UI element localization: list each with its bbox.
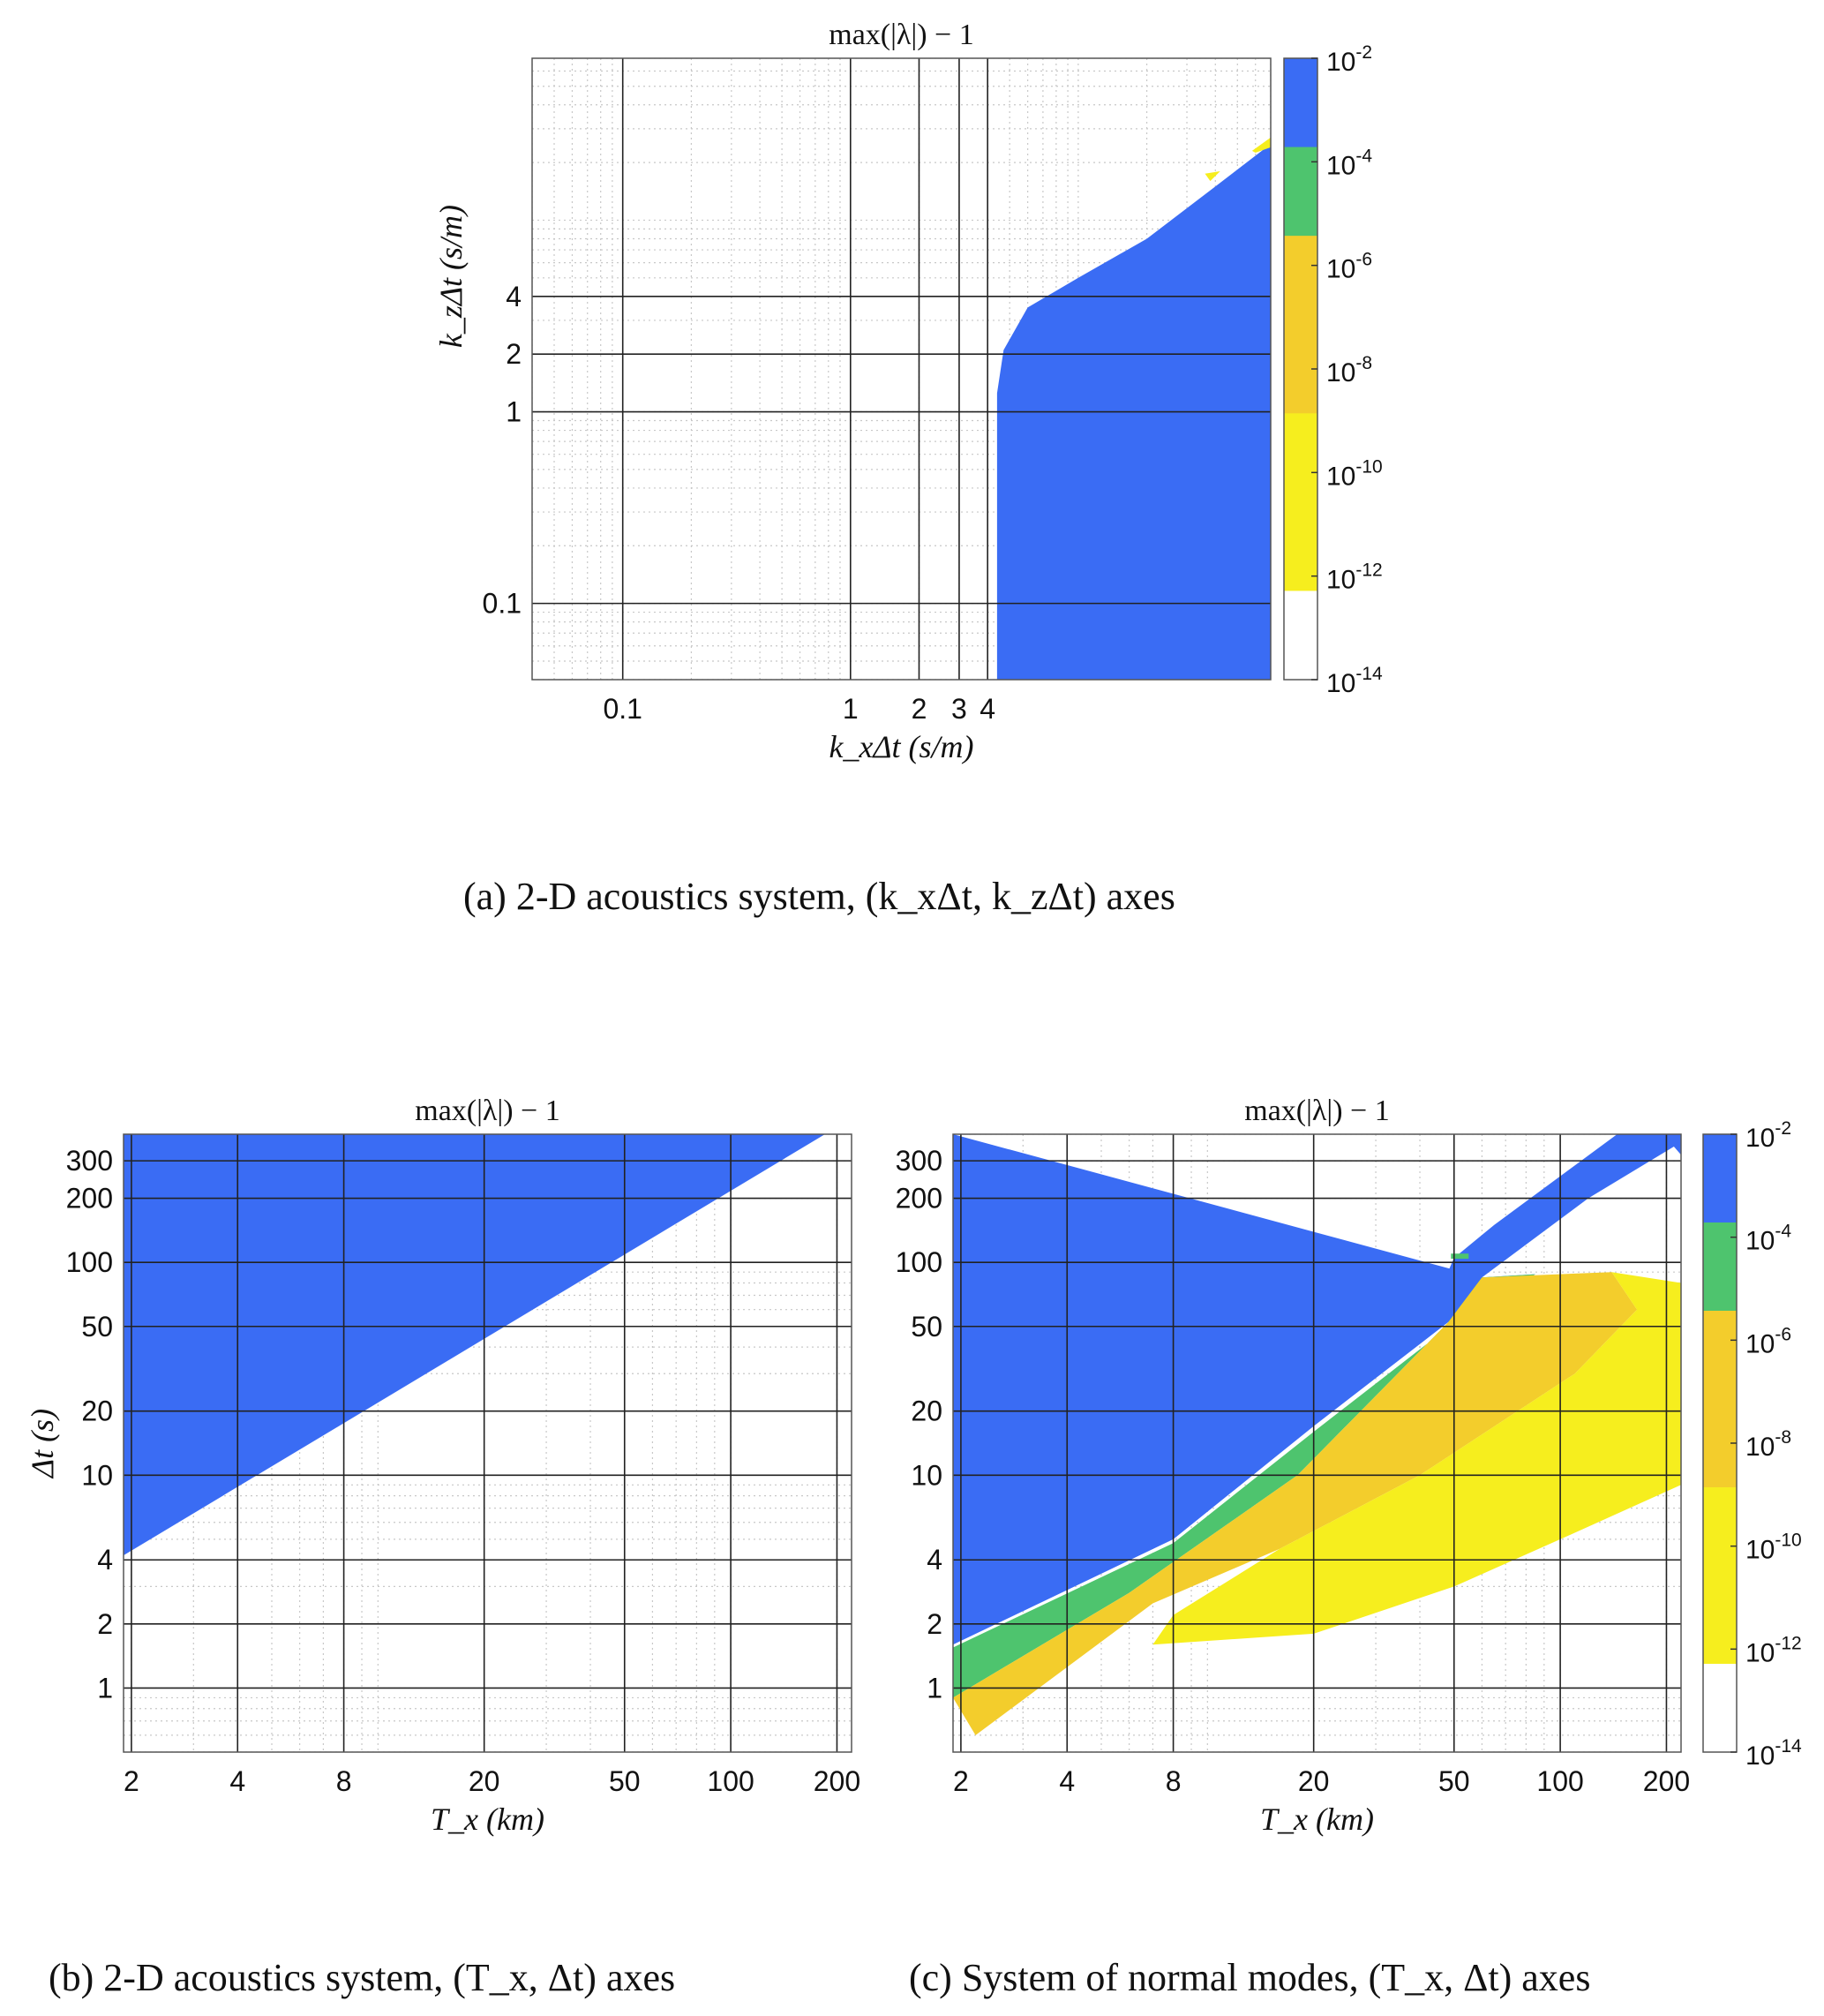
chart-title: max(|λ|) − 1 — [1244, 1095, 1389, 1127]
x-axis-label: T_x (km) — [431, 1802, 544, 1837]
y-tick-label: 2 — [506, 338, 522, 370]
panel-b: 2 4 8 20 50 100 200 1 2 4 10 20 50 100 200 300 max(|λ|) … — [25, 1095, 860, 1837]
axes-frame-c — [952, 1133, 1682, 1753]
x-tick-label: 3 — [951, 693, 967, 725]
y-tick-label: 1 — [927, 1672, 942, 1704]
y-tick-label: 4 — [927, 1544, 942, 1576]
y-tick-label: 2 — [97, 1608, 113, 1640]
x-tick-label: 1 — [843, 693, 859, 725]
y-tick-label: 200 — [896, 1183, 942, 1215]
region-yellow-2 — [1251, 137, 1271, 153]
x-tick-label: 2 — [912, 693, 927, 725]
x-tick-label: 20 — [469, 1765, 500, 1797]
caption-b: (b) 2-D acoustics system, (T_x, Δt) axes — [49, 1956, 676, 1999]
colorbar-band-white — [1703, 1664, 1737, 1753]
colorbar-label: 10-8 — [1745, 1427, 1791, 1462]
region-yellow-1 — [1205, 171, 1220, 182]
y-tick-label: 1 — [97, 1672, 113, 1704]
region-green-1 — [953, 1274, 1535, 1698]
y-tick-label: 50 — [911, 1311, 942, 1343]
colorbar-band-orange — [1284, 236, 1317, 326]
colorbar-band-yellow — [1703, 1576, 1737, 1665]
y-tick-label: 4 — [97, 1544, 113, 1576]
region-blue-0 — [124, 1134, 825, 1556]
x-tick-label: 2 — [124, 1765, 139, 1797]
axes-frame-b — [123, 1133, 852, 1753]
colorbar-band-green — [1703, 1222, 1737, 1312]
x-tick-label: 8 — [336, 1765, 352, 1797]
y-tick-label: 100 — [896, 1246, 942, 1278]
colorbar-band-white — [1284, 591, 1317, 681]
colorbar-label: 10-10 — [1745, 1531, 1802, 1565]
x-tick-label: 200 — [814, 1765, 860, 1797]
y-tick-label: 300 — [896, 1145, 942, 1177]
y-tick-label: 0.1 — [483, 588, 522, 620]
chart-title: max(|λ|) − 1 — [415, 1095, 559, 1127]
colorbar-label: 10-4 — [1326, 146, 1372, 180]
x-tick-label: 100 — [707, 1765, 754, 1797]
colorbar-band-yellow — [1284, 501, 1317, 591]
major-grid-a — [532, 58, 1271, 680]
colorbar-band-green — [1284, 147, 1317, 237]
x-tick-label: 100 — [1536, 1765, 1583, 1797]
colorbar-label: 10-4 — [1745, 1222, 1791, 1256]
y-axis-label: k_zΔt (s/m) — [433, 205, 469, 348]
y-tick-label: 200 — [66, 1183, 113, 1215]
colorbar-c: 10-2 10-4 10-6 10-8 10-10 10-12 10-14 — [1702, 1118, 1802, 1771]
y-tick-label: 20 — [81, 1395, 113, 1427]
y-tick-label: 2 — [927, 1608, 942, 1640]
colorbar-a: 10-2 10-4 10-6 10-8 10-10 10-12 10-14 — [1283, 42, 1383, 698]
colorbar-label: 10-14 — [1326, 664, 1383, 698]
x-axis-label: T_x (km) — [1260, 1802, 1374, 1837]
colorbar-band-orange — [1703, 1311, 1737, 1400]
major-grid-b — [124, 1134, 852, 1752]
colorbar-band-yellow — [1284, 413, 1317, 503]
region-yellow-3 — [1152, 1272, 1681, 1645]
x-tick-label: 4 — [1059, 1765, 1075, 1797]
y-tick-label: 50 — [81, 1311, 113, 1343]
y-tick-label: 1 — [506, 396, 522, 428]
x-tick-label: 2 — [953, 1765, 969, 1797]
x-tick-label: 0.1 — [603, 693, 642, 725]
y-tick-label: 10 — [81, 1459, 113, 1491]
major-grid-c — [953, 1134, 1681, 1752]
colorbar-label: 10-2 — [1326, 42, 1372, 77]
chart-title: max(|λ|) − 1 — [829, 19, 973, 51]
caption-c: (c) System of normal modes, (T_x, Δt) ax… — [909, 1956, 1591, 1999]
x-tick-label: 50 — [1438, 1765, 1470, 1797]
colorbar-label: 10-14 — [1745, 1736, 1802, 1771]
y-axis-label: Δt (s) — [25, 1409, 60, 1479]
colorbar-label: 10-8 — [1326, 353, 1372, 387]
y-tick-label: 10 — [911, 1459, 942, 1491]
y-tick-label: 20 — [911, 1395, 942, 1427]
x-tick-label: 200 — [1643, 1765, 1690, 1797]
x-tick-label: 50 — [609, 1765, 641, 1797]
x-tick-label: 4 — [980, 693, 995, 725]
y-tick-label: 100 — [66, 1246, 113, 1278]
colorbar-band-blue — [1703, 1134, 1737, 1223]
region-orange-2 — [953, 1272, 1638, 1735]
axes-frame-a — [531, 57, 1272, 681]
region-green-4 — [1451, 1253, 1469, 1260]
regions-b — [124, 1134, 825, 1556]
y-tick-label: 300 — [66, 1145, 113, 1177]
colorbar-label: 10-6 — [1326, 250, 1372, 284]
colorbar-label: 10-6 — [1745, 1324, 1791, 1358]
colorbar-band-yellow — [1703, 1487, 1737, 1576]
panel-c: 2 4 8 20 50 100 200 1 2 4 10 20 50 100 200 300 max(|λ|) … — [896, 1095, 1691, 1837]
x-tick-label: 20 — [1298, 1765, 1330, 1797]
colorbar-label: 10-2 — [1745, 1118, 1791, 1153]
colorbar-label: 10-12 — [1745, 1633, 1802, 1667]
x-tick-label: 8 — [1166, 1765, 1182, 1797]
y-tick-label: 4 — [506, 281, 522, 312]
x-tick-label: 4 — [229, 1765, 245, 1797]
colorbar-label: 10-12 — [1326, 560, 1383, 595]
colorbar-label: 10-10 — [1326, 456, 1383, 491]
x-axis-label: k_xΔt (s/m) — [829, 729, 973, 764]
colorbar-band-blue — [1284, 58, 1317, 148]
caption-a: (a) 2-D acoustics system, (k_xΔt, k_zΔt)… — [463, 875, 1175, 918]
